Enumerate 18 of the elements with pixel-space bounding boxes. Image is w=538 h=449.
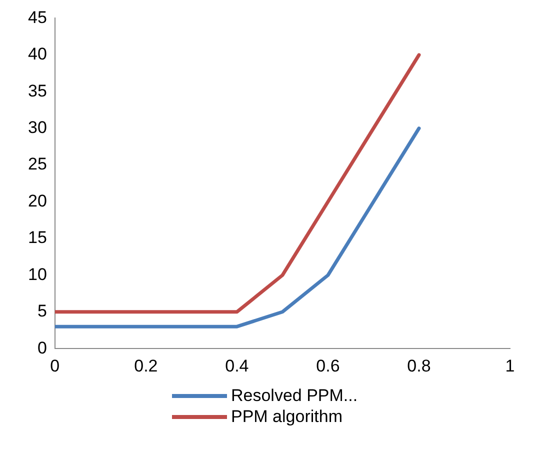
x-tick-label: 0.4: [225, 356, 249, 376]
y-tick-label: 15: [28, 228, 47, 248]
x-tick-label: 0.2: [134, 356, 158, 376]
y-tick-label: 45: [28, 8, 47, 27]
legend-label: PPM algorithm: [231, 406, 342, 427]
x-tick-label: 1: [505, 356, 515, 376]
y-tick-label: 0: [37, 338, 47, 358]
y-tick-label: 40: [28, 44, 47, 64]
y-tick-label: 30: [28, 118, 47, 138]
x-tick-label: 0.6: [316, 356, 340, 376]
y-tick-label: 35: [28, 81, 47, 100]
x-tick-label: 0: [50, 356, 60, 376]
y-tick-label: 25: [28, 154, 47, 174]
y-tick-label: 20: [28, 191, 47, 210]
y-tick-label: 10: [28, 264, 47, 284]
x-tick-label: 0.8: [407, 356, 431, 376]
y-tick-label: 5: [37, 302, 47, 321]
legend-label: Resolved PPM...: [231, 385, 358, 406]
